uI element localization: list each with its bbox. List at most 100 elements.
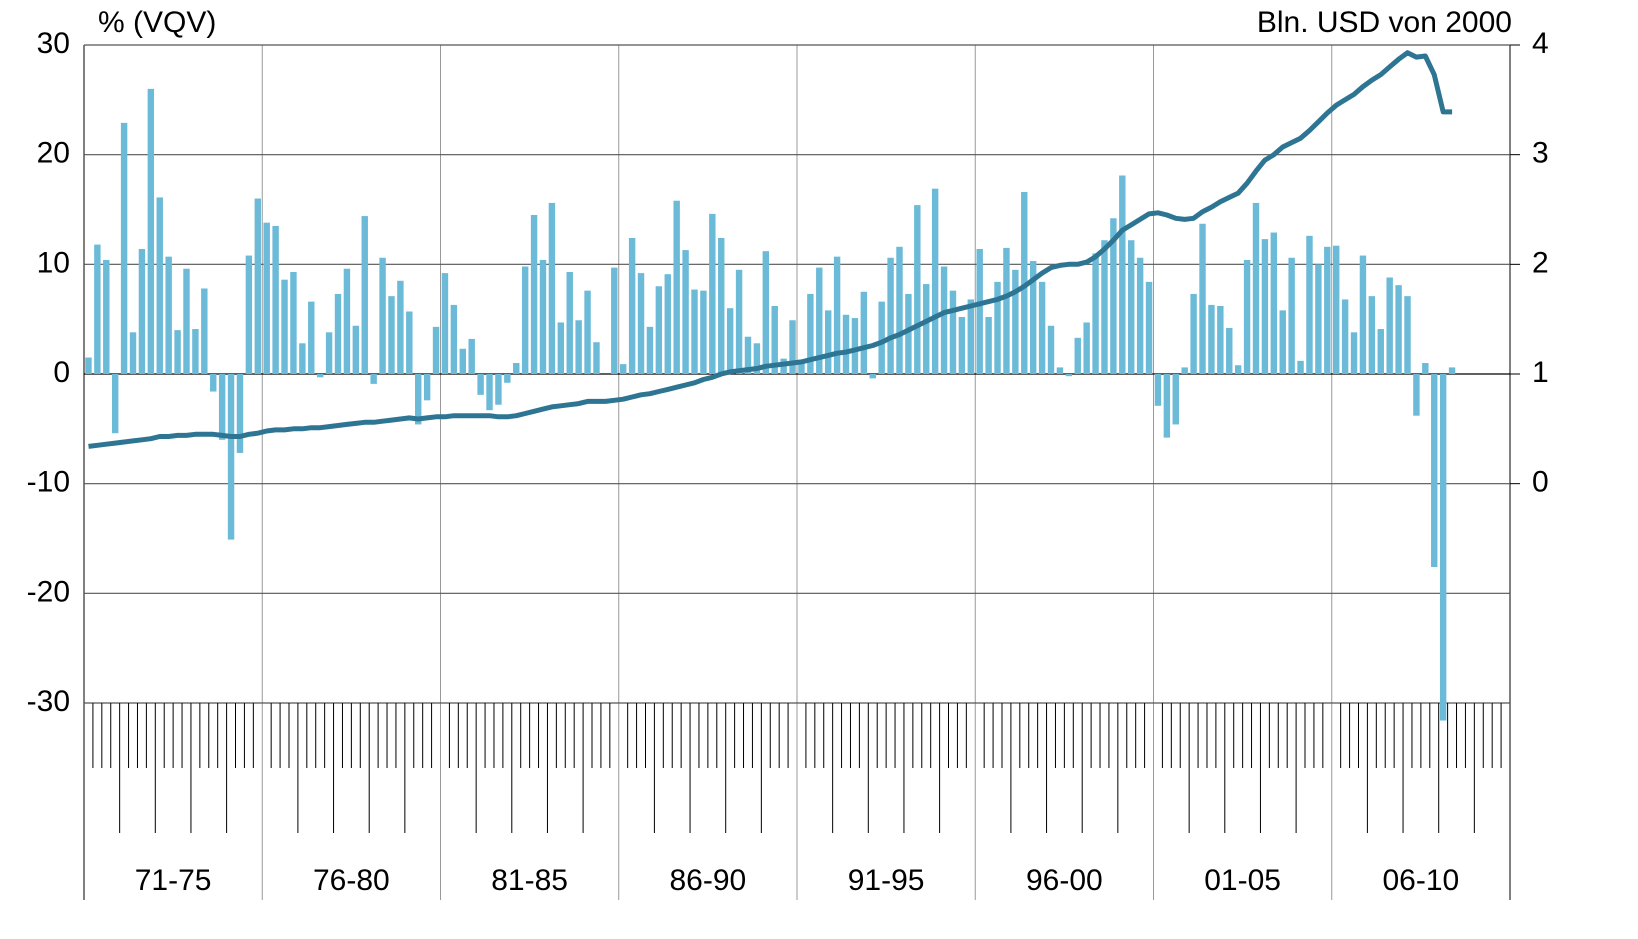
- bar: [111, 374, 119, 434]
- bar: [1208, 304, 1215, 374]
- bar: [905, 293, 912, 374]
- bar: [486, 374, 493, 411]
- bar: [735, 269, 743, 374]
- y-tick-label: 10: [37, 246, 70, 279]
- bar: [1315, 264, 1322, 374]
- bar: [174, 330, 181, 374]
- bar: [994, 281, 1001, 374]
- bar: [530, 214, 538, 374]
- bar: [1448, 367, 1456, 374]
- bar: [940, 266, 948, 374]
- x-group-label: 71-75: [135, 864, 212, 897]
- bar: [165, 256, 172, 374]
- bar: [575, 320, 582, 374]
- bar: [833, 256, 841, 374]
- x-group-label: 81-85: [491, 864, 568, 897]
- bar: [316, 374, 324, 378]
- bar: [1083, 322, 1090, 374]
- bar: [218, 374, 226, 440]
- bar: [103, 259, 110, 374]
- x-group-label: 76-80: [313, 864, 390, 897]
- bar: [1128, 240, 1135, 374]
- bar: [263, 222, 270, 374]
- y-tick-label: -20: [27, 575, 70, 608]
- bar: [1199, 223, 1206, 374]
- bar: [201, 288, 208, 374]
- bar: [1234, 365, 1242, 374]
- bar: [325, 332, 333, 374]
- bar: [1056, 367, 1064, 374]
- bar: [976, 248, 983, 374]
- bar: [896, 246, 903, 374]
- bar: [281, 279, 288, 374]
- bar: [816, 267, 823, 374]
- bar: [1021, 191, 1028, 374]
- bar: [1119, 175, 1126, 374]
- bar: [798, 363, 805, 374]
- bar: [860, 291, 868, 374]
- bar: [1288, 257, 1295, 374]
- bar: [290, 272, 297, 374]
- bar: [1243, 259, 1251, 374]
- bar: [138, 248, 146, 374]
- y-tick-label: 0: [53, 356, 70, 389]
- bar: [361, 216, 368, 374]
- y-axis-label: % (VQV): [98, 6, 216, 39]
- y-tick-label: -30: [27, 685, 70, 718]
- bar: [370, 374, 377, 384]
- bar: [120, 122, 128, 374]
- line: [88, 50, 1453, 449]
- bar: [1341, 299, 1349, 374]
- y2-tick-label: 4: [1532, 27, 1549, 60]
- bar: [1413, 374, 1420, 416]
- y2-tick-label: 2: [1532, 246, 1549, 279]
- bar: [423, 374, 431, 401]
- bar: [1217, 306, 1224, 374]
- bar: [388, 296, 395, 374]
- bar: [1324, 246, 1331, 374]
- x-group-label: 96-00: [1026, 864, 1103, 897]
- y2-tick-label: 1: [1532, 356, 1549, 389]
- y-tick-label: 30: [37, 27, 70, 60]
- bar: [771, 306, 778, 374]
- bar: [931, 188, 939, 374]
- bar: [236, 374, 244, 453]
- bar: [851, 318, 859, 374]
- bar: [1145, 281, 1153, 374]
- bar: [504, 374, 511, 383]
- bar: [1332, 245, 1340, 374]
- bar: [1226, 327, 1233, 374]
- bar: [691, 289, 698, 374]
- bar: [557, 322, 565, 374]
- bar: [1110, 218, 1117, 374]
- bar: [1297, 360, 1304, 374]
- bar: [495, 374, 502, 405]
- bar: [1047, 325, 1055, 374]
- bar: [824, 310, 832, 374]
- bar: [842, 314, 850, 374]
- bar: [468, 338, 475, 374]
- bar: [682, 250, 689, 374]
- bar: [611, 267, 618, 374]
- bar: [1252, 202, 1260, 374]
- bar: [1279, 310, 1286, 374]
- bar: [1431, 374, 1438, 568]
- bar: [673, 200, 680, 374]
- x-group-label: 91-95: [848, 864, 925, 897]
- bar: [958, 316, 966, 374]
- bar: [593, 342, 600, 374]
- y2-tick-label: 0: [1532, 466, 1549, 499]
- bar: [459, 348, 466, 374]
- bar: [807, 293, 814, 374]
- bar: [709, 213, 716, 374]
- bar: [343, 268, 351, 374]
- bar: [646, 326, 654, 374]
- bar: [1190, 293, 1197, 374]
- bar: [1439, 374, 1447, 721]
- bar: [1172, 374, 1179, 425]
- bar: [1377, 329, 1384, 374]
- bar: [539, 259, 547, 374]
- bar: [584, 290, 591, 374]
- bar: [406, 311, 413, 374]
